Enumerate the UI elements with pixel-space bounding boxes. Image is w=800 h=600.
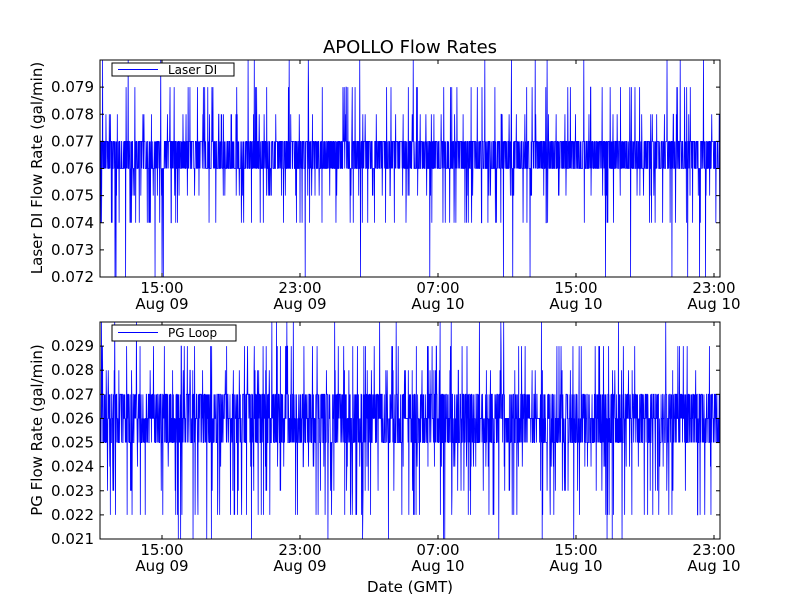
pg-loop-y-ticks: 0.021 0.022 0.023 0.024 0.025 0.026 0.027 0.028… xyxy=(51,337,720,548)
y-tick-label: 0.076 xyxy=(51,160,94,178)
y-tick-label: 0.029 xyxy=(51,337,94,355)
y-tick-label: 0.072 xyxy=(51,268,94,286)
x-tick-label-date: Aug 10 xyxy=(549,557,602,575)
pg-loop-series xyxy=(99,321,721,540)
laser-di-y-axis-label: Laser DI Flow Rate (gal/min) xyxy=(28,62,46,274)
y-tick-label: 0.073 xyxy=(51,241,94,259)
x-tick-label-date: Aug 10 xyxy=(687,295,740,313)
x-tick-label-time: 23:00 xyxy=(278,279,321,297)
y-tick-label: 0.074 xyxy=(51,214,94,232)
x-tick-label-date: Aug 10 xyxy=(411,557,464,575)
laser-di-legend-label: Laser DI xyxy=(168,63,217,77)
series-line xyxy=(99,59,721,278)
x-tick-label-date: Aug 10 xyxy=(549,295,602,313)
pg-loop-legend: PG Loop xyxy=(111,324,237,342)
y-tick-label: 0.077 xyxy=(51,132,94,150)
pg-loop-y-axis-label: PG Flow Rate (gal/min) xyxy=(28,344,46,516)
pg-loop-plot-frame xyxy=(99,321,721,540)
x-tick-label-time: 15:00 xyxy=(554,541,597,559)
y-tick-label: 0.028 xyxy=(51,361,94,379)
x-tick-label-date: Aug 09 xyxy=(273,557,326,575)
x-tick-label-time: 15:00 xyxy=(140,279,183,297)
chart-title: APOLLO Flow Rates xyxy=(323,37,497,58)
y-tick-label: 0.024 xyxy=(51,458,94,476)
laser-di-legend: Laser DI xyxy=(111,62,235,77)
pg-loop-legend-label: PG Loop xyxy=(168,326,217,340)
y-tick-label: 0.027 xyxy=(51,385,94,403)
y-tick-label: 0.022 xyxy=(51,506,94,524)
x-tick-label-date: Aug 09 xyxy=(135,295,188,313)
y-tick-label: 0.075 xyxy=(51,187,94,205)
panel-laser-di: 0.072 0.073 0.074 0.075 0.076 0.077 0.078 0.079… xyxy=(28,59,741,313)
x-tick-label-time: 15:00 xyxy=(140,541,183,559)
y-tick-label: 0.026 xyxy=(51,409,94,427)
panel-pg-loop: 0.021 0.022 0.023 0.024 0.025 0.026 0.027 0.028… xyxy=(28,321,741,575)
y-tick-label: 0.079 xyxy=(51,78,94,96)
y-tick-label: 0.021 xyxy=(51,530,94,548)
y-tick-label: 0.025 xyxy=(51,434,94,452)
x-tick-label-date: Aug 10 xyxy=(687,557,740,575)
y-tick-label: 0.078 xyxy=(51,105,94,123)
x-tick-label-time: 23:00 xyxy=(692,279,735,297)
x-tick-label-time: 23:00 xyxy=(278,541,321,559)
x-tick-label-time: 23:00 xyxy=(692,541,735,559)
y-tick-label: 0.023 xyxy=(51,482,94,500)
x-axis-label: Date (GMT) xyxy=(367,578,453,596)
x-tick-label-time: 07:00 xyxy=(416,279,459,297)
x-tick-label-time: 15:00 xyxy=(554,279,597,297)
series-line xyxy=(99,321,721,540)
laser-di-series xyxy=(99,59,721,278)
x-tick-label-date: Aug 10 xyxy=(411,295,464,313)
x-tick-label-date: Aug 09 xyxy=(135,557,188,575)
laser-di-y-ticks: 0.072 0.073 0.074 0.075 0.076 0.077 0.078 0.079 xyxy=(51,78,720,286)
x-tick-label-date: Aug 09 xyxy=(273,295,326,313)
x-tick-label-time: 07:00 xyxy=(416,541,459,559)
